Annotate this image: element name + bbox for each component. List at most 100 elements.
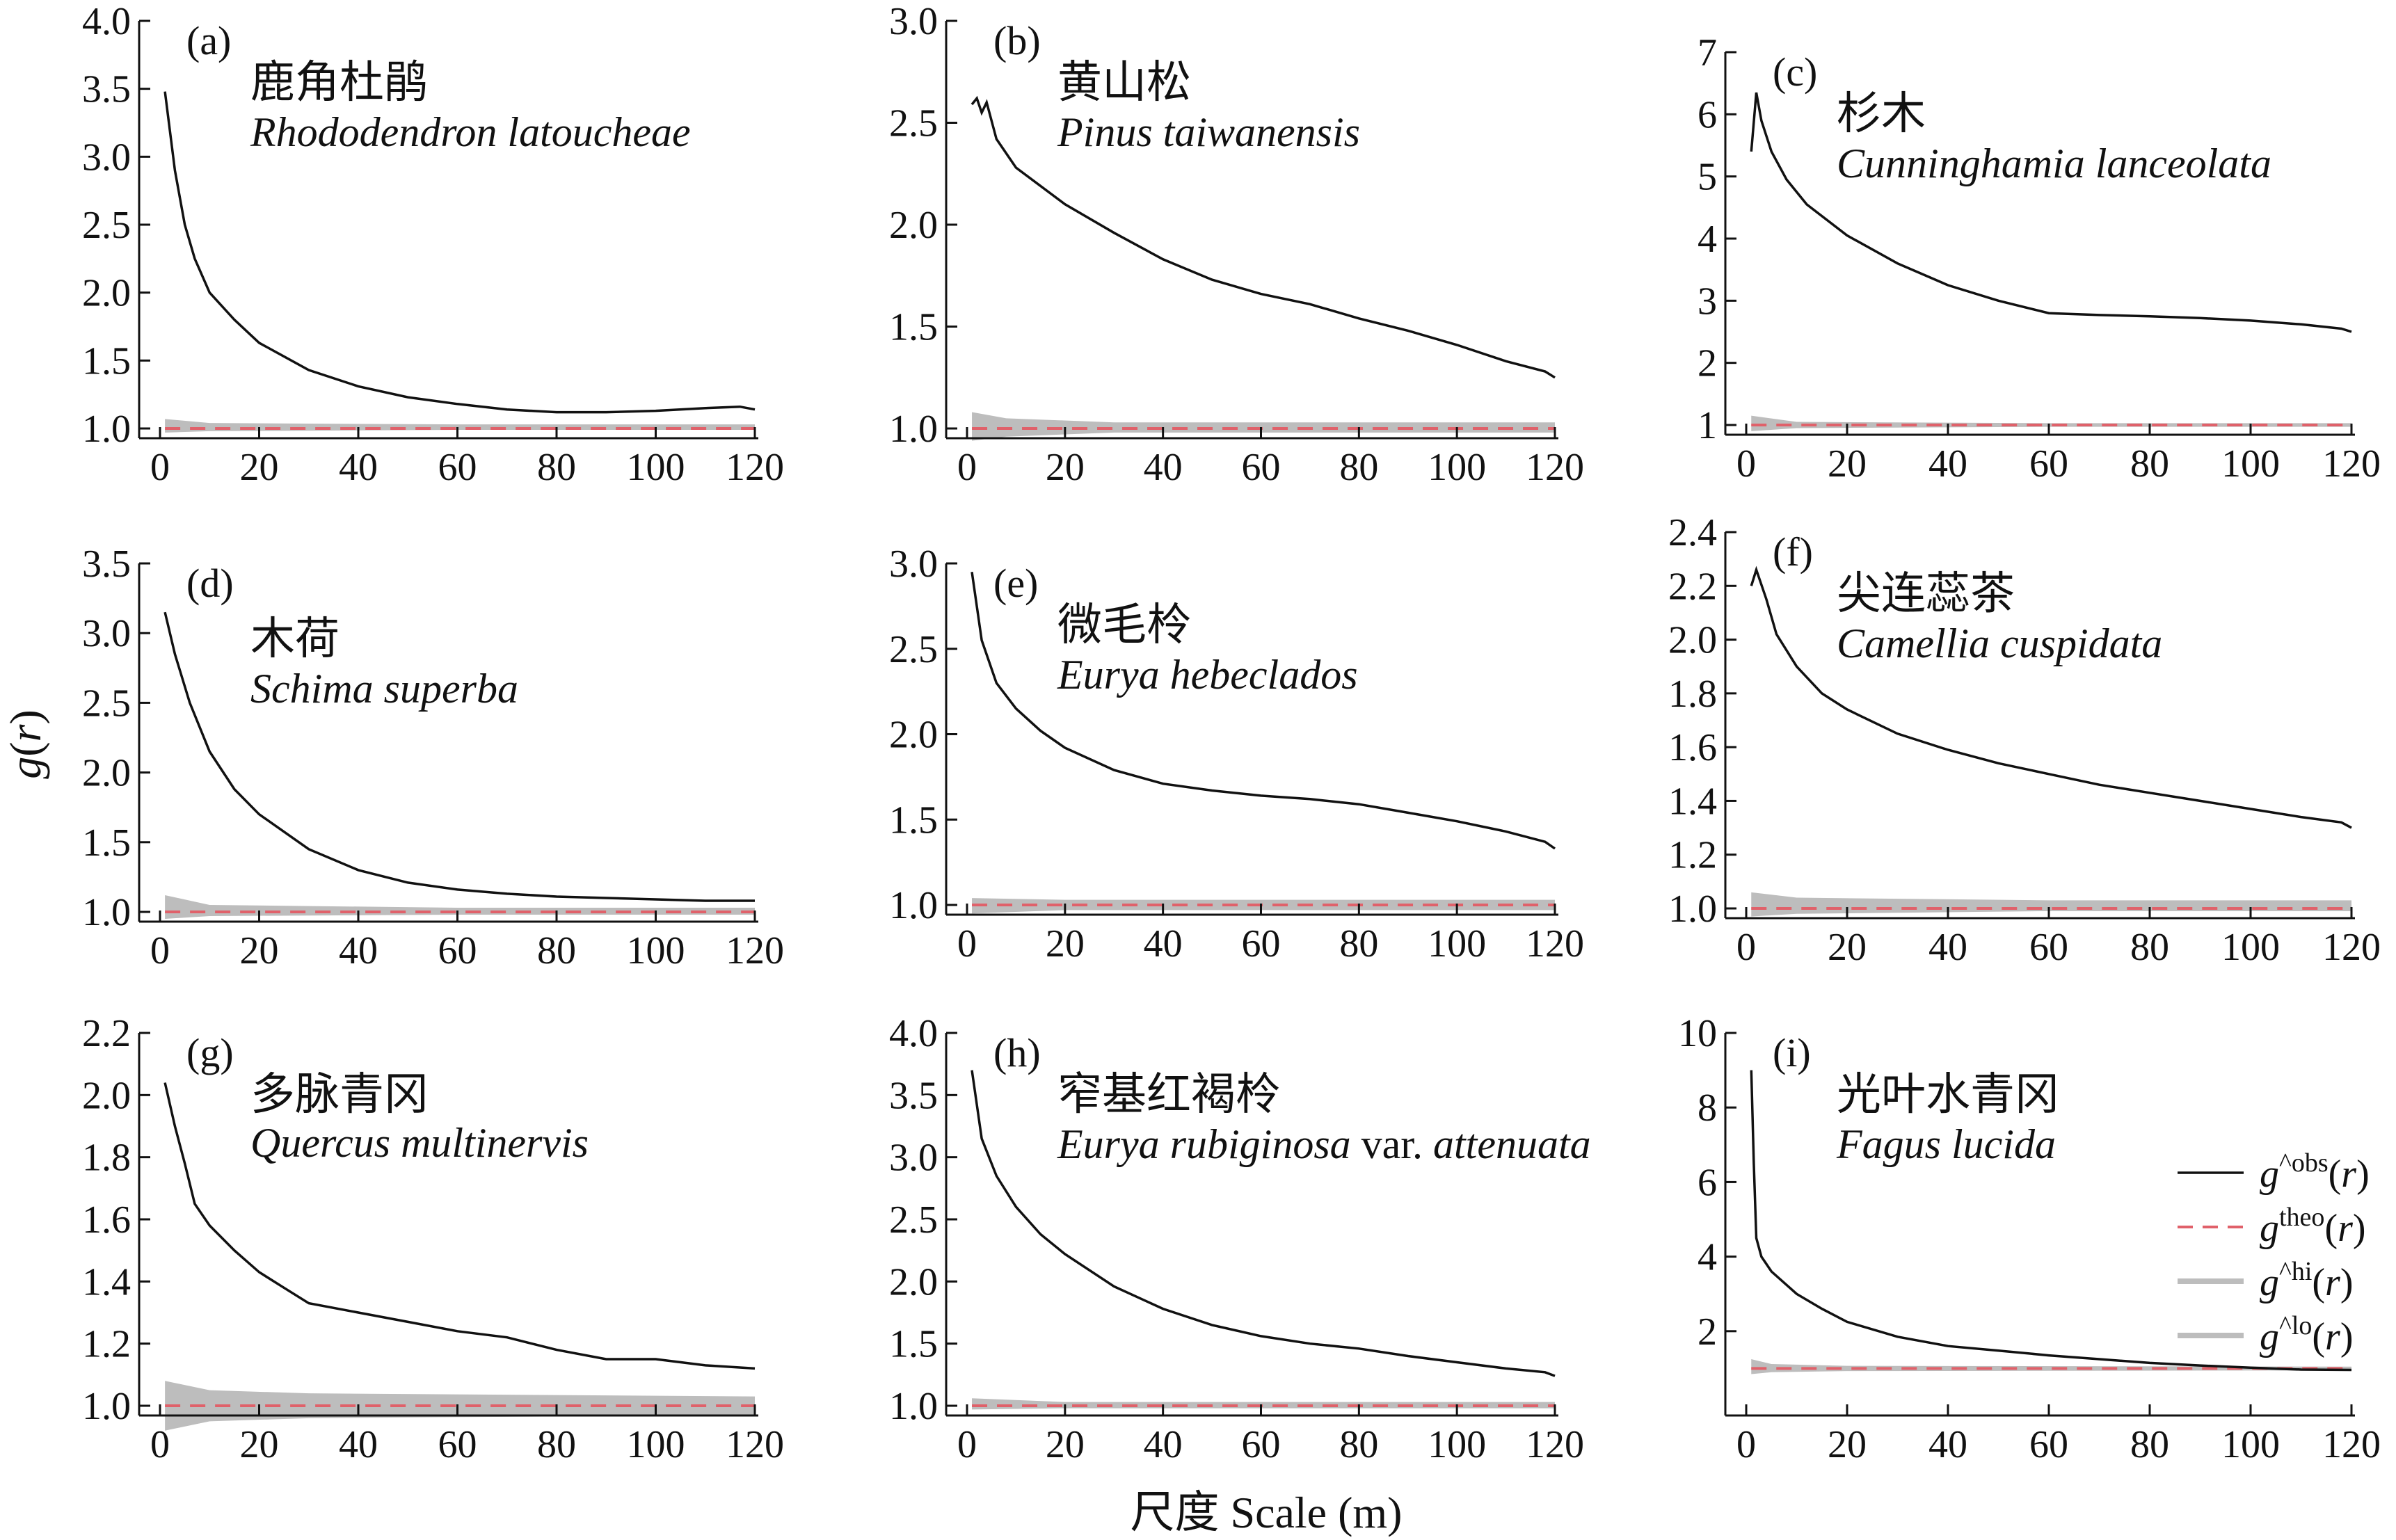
observed-line [1750, 566, 2352, 829]
y-tick-label: 5 [1698, 156, 1717, 199]
panel-d: 1.0 1.5 2.0 2.5 3.0 3.5 0 20 40 60 80 100 120 (d) 木荷Sc… [82, 543, 784, 972]
x-tick-label: 120 [1526, 922, 1584, 965]
legend-label: g^lo(r) [2260, 1311, 2354, 1358]
y-tick-label: 1.0 [889, 408, 938, 451]
y-tick-label: 1.8 [82, 1137, 131, 1180]
x-tick-label: 100 [627, 1423, 685, 1466]
x-tick-label: 20 [1828, 926, 1867, 969]
y-tick-label: 1.5 [82, 339, 131, 383]
x-tick-label: 120 [2322, 926, 2381, 969]
legend-item: gtheo(r) [2178, 1203, 2366, 1250]
legend-label: g^hi(r) [2260, 1257, 2354, 1304]
y-tick-label: 3.0 [889, 543, 938, 586]
x-tick-label: 0 [1736, 1423, 1756, 1466]
x-tick-label: 0 [150, 1423, 170, 1466]
x-tick-label: 80 [2130, 926, 2169, 969]
legend-item: g^hi(r) [2178, 1257, 2354, 1304]
panel-tag: (f) [1773, 529, 1813, 575]
y-tick-label: 1.5 [889, 1323, 938, 1366]
x-tick-label: 120 [726, 929, 784, 972]
panel-tag: (e) [993, 561, 1038, 606]
envelope-band [972, 898, 1555, 914]
y-tick-label: 1 [1698, 404, 1717, 447]
y-tick-label: 2.5 [82, 204, 131, 247]
x-tick-label: 0 [150, 929, 170, 972]
x-tick-label: 80 [1339, 1423, 1378, 1466]
x-tick-label: 0 [150, 446, 170, 489]
x-tick-label: 40 [339, 929, 378, 972]
x-tick-label: 20 [240, 446, 279, 489]
observed-line [1750, 1070, 2352, 1372]
x-tick-label: 100 [627, 446, 685, 489]
x-tick-label: 0 [957, 1423, 977, 1466]
y-tick-label: 4 [1698, 218, 1717, 261]
x-tick-label: 40 [1144, 446, 1183, 489]
x-tick-label: 60 [1242, 446, 1281, 489]
species-chinese-name: 鹿角杜鹃 [250, 58, 429, 107]
legend-item: g^obs(r) [2178, 1148, 2370, 1196]
observed-line [971, 1070, 1556, 1377]
x-tick-label: 120 [726, 446, 784, 489]
x-tick-label: 80 [537, 446, 576, 489]
y-tick-label: 1.5 [889, 799, 938, 842]
y-tick-label: 1.6 [1668, 726, 1717, 769]
legend-label: g^obs(r) [2260, 1148, 2370, 1196]
y-tick-label: 3.0 [82, 136, 131, 179]
x-tick-label: 100 [1428, 446, 1486, 489]
x-tick-label: 40 [339, 1423, 378, 1466]
y-tick-label: 1.0 [82, 891, 131, 934]
x-tick-label: 100 [2221, 442, 2280, 486]
panels-group: 1.01.52.02.53.03.54.00 20 40 60 80 100 120(a)鹿… [82, 0, 2381, 1466]
panel-b: 1.0 1.5 2.0 2.5 3.0 0 20 40 60 80 100 120 (b) 黄山松Pinu… [889, 0, 1584, 489]
x-tick-label: 60 [438, 1423, 477, 1466]
species-latin-name: Cunninghamia lanceolata [1837, 141, 2271, 186]
y-axis-label: g(r) [1, 709, 50, 779]
x-tick-label: 120 [726, 1423, 784, 1466]
y-tick-label: 2.2 [82, 1012, 131, 1055]
x-tick-label: 60 [2029, 442, 2068, 486]
x-tick-label: 0 [957, 446, 977, 489]
y-tick-label: 3.0 [889, 1137, 938, 1180]
y-tick-label: 1.0 [82, 1385, 131, 1428]
observed-line [1750, 92, 2352, 333]
species-latin-name: Rhododendron latoucheae [250, 109, 691, 155]
panel-tag: (h) [993, 1030, 1041, 1075]
x-tick-label: 20 [240, 929, 279, 972]
envelope-band [1751, 892, 2351, 917]
x-tick-label: 120 [1526, 446, 1584, 489]
envelope-band [165, 895, 755, 920]
observed-line [971, 95, 1556, 379]
species-chinese-name: 木荷 [250, 614, 340, 664]
y-tick-label: 1.0 [1668, 888, 1717, 931]
x-tick-label: 40 [1928, 1423, 1967, 1466]
envelope-band [165, 1381, 755, 1431]
y-tick-label: 2.2 [1668, 565, 1717, 608]
x-tick-label: 40 [1144, 1423, 1183, 1466]
y-tick-label: 1.0 [889, 1385, 938, 1428]
x-tick-label: 60 [2029, 926, 2068, 969]
x-tick-label: 20 [1828, 442, 1867, 486]
envelope-band [972, 1398, 1555, 1410]
species-latin-name: Schima superba [250, 666, 518, 712]
y-tick-label: 2.0 [1668, 619, 1717, 662]
x-tick-label: 80 [537, 929, 576, 972]
y-tick-label: 2.0 [889, 1260, 938, 1304]
species-latin-name: Fagus lucida [1836, 1121, 2056, 1167]
legend-label: gtheo(r) [2260, 1203, 2366, 1250]
y-tick-label: 1.2 [1668, 834, 1717, 877]
y-tick-label: 2.0 [82, 272, 131, 315]
species-latin-name: Eurya hebeclados [1057, 652, 1358, 698]
species-latin-name: Pinus taiwanensis [1057, 109, 1360, 155]
species-chinese-name: 光叶水青冈 [1837, 1070, 2059, 1119]
observed-line [971, 572, 1556, 850]
x-tick-label: 60 [1242, 1423, 1281, 1466]
x-tick-label: 60 [438, 446, 477, 489]
panel-tag: (d) [186, 561, 234, 606]
y-tick-label: 2.0 [889, 714, 938, 757]
y-tick-label: 2.5 [889, 102, 938, 145]
x-tick-label: 60 [2029, 1423, 2068, 1466]
legend: g^obs(r) gtheo(r) g^hi(r) g^lo(r) [2178, 1148, 2370, 1358]
x-tick-label: 80 [2130, 1423, 2169, 1466]
